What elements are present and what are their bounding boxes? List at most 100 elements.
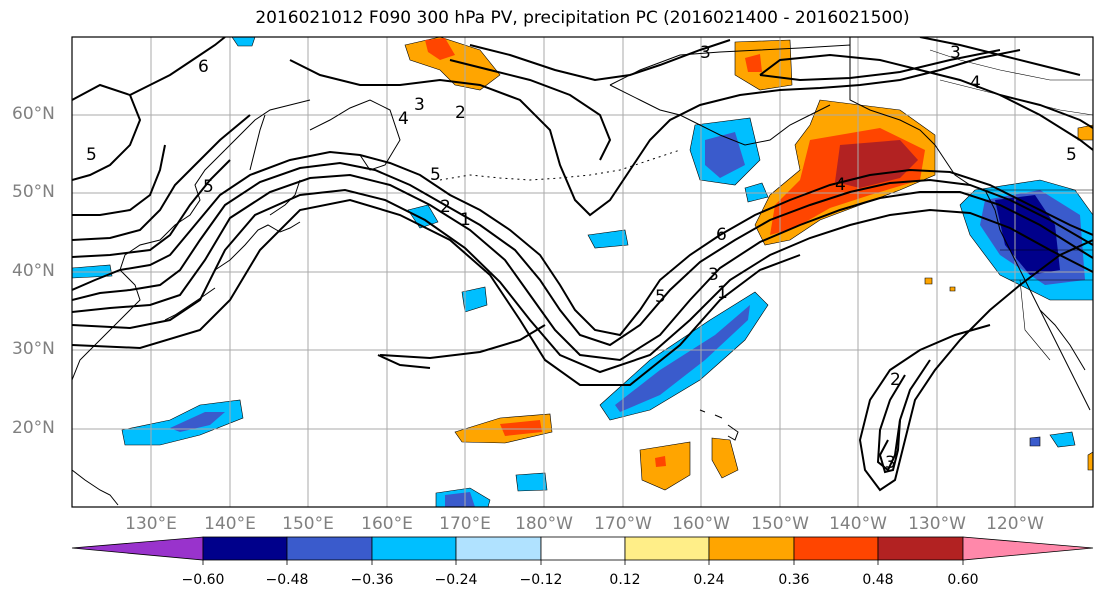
colorbar-segment [286, 536, 373, 561]
contour-label: 3 [950, 43, 961, 63]
pv-contour [72, 144, 166, 216]
contour-label: 3 [700, 43, 711, 63]
colorbar-segment [202, 536, 288, 561]
precip-negative-area [705, 132, 745, 178]
contour-label: 4 [970, 73, 981, 93]
precip-positive-area [425, 38, 455, 60]
lon-label: 150°W [751, 514, 809, 534]
contour-label: 2 [440, 197, 451, 217]
pv-contours [72, 37, 1093, 492]
pv-contour [449, 59, 612, 161]
contour-label: 4 [835, 175, 846, 195]
contour-label: 1 [460, 210, 471, 230]
precip-negative-area [515, 472, 548, 492]
colorbar-lower-extension [71, 536, 204, 561]
precip-positive-area [655, 456, 666, 467]
precip-negative-area [461, 286, 488, 313]
contour-label: 6 [198, 57, 209, 77]
precip-positive-area [500, 420, 542, 436]
contour-label: 6 [716, 225, 727, 245]
precip-positive-area [835, 140, 918, 188]
pv-contour [377, 354, 431, 369]
colorbar-segment [540, 536, 626, 561]
lon-label: 160°W [672, 514, 730, 534]
colorbar-tick-label: 0.12 [609, 572, 641, 588]
contour-label: 5 [655, 287, 666, 307]
lon-label: 170°W [594, 514, 652, 534]
pv-contour [289, 49, 1021, 217]
pv-contour [72, 198, 801, 386]
pv-contour [999, 94, 1093, 129]
pv-contour [72, 114, 251, 241]
pv-contour [72, 173, 1093, 362]
lon-label: 180°W [515, 514, 573, 534]
contour-label: 5 [203, 177, 214, 197]
colorbar-tick-label: 0.60 [947, 572, 979, 588]
precip-negative-area [995, 195, 1060, 275]
contour-label: 4 [398, 109, 409, 129]
lon-label: 130°E [125, 514, 177, 534]
colorbar-tick-label: 0.36 [778, 572, 810, 588]
lon-label: 150°E [282, 514, 334, 534]
pv-contour [759, 49, 1001, 82]
lon-label: 130°W [908, 514, 966, 534]
colorbar-upper-extension [962, 536, 1094, 561]
colorbar-segment [793, 536, 879, 561]
contour-label: 2 [890, 370, 901, 390]
colorbar-tick-label: −0.48 [265, 572, 309, 588]
lon-label: 120°W [986, 514, 1044, 534]
precip-negative-area [445, 492, 475, 507]
contour-label: 5 [430, 165, 441, 185]
colorbar-tick-label: −0.60 [181, 572, 225, 588]
precip-positive-area [924, 277, 933, 285]
contour-label: 3 [885, 453, 896, 473]
precip-negative-area [170, 412, 225, 432]
map-title: 2016021012 F090 300 hPa PV, precipitatio… [255, 8, 910, 28]
precip-negative-area [231, 37, 256, 47]
lon-label: 170°E [439, 514, 491, 534]
colorbar-segment [371, 536, 457, 561]
contour-label: 1 [717, 283, 728, 303]
precip-negative-area [615, 305, 750, 412]
colorbar [71, 536, 1094, 565]
precip-positive-area [711, 437, 739, 479]
map-frame [71, 36, 1094, 508]
colorbar-segment [708, 536, 795, 561]
contour-label: 5 [1066, 145, 1077, 165]
lon-label: 140°W [829, 514, 887, 534]
lat-label: 20°N [12, 418, 55, 438]
precip-positive-area [1087, 451, 1093, 471]
colorbar-tick-label: −0.24 [434, 572, 478, 588]
colorbar-tick-label: 0.24 [693, 572, 725, 588]
pv-contour [129, 37, 226, 96]
precip-negative-area [1049, 431, 1076, 448]
colorbar-ticks [202, 560, 964, 565]
contour-label: 5 [86, 145, 97, 165]
pv-contour [72, 159, 231, 258]
contour-label: 3 [708, 265, 719, 285]
colorbar-tick-label: −0.36 [350, 572, 394, 588]
pv-contour [72, 150, 1093, 337]
pv-contour [469, 39, 731, 82]
colorbar-tick-label: 0.48 [862, 572, 894, 588]
colorbar-tick-label: −0.12 [519, 572, 563, 588]
colorbar-segment [455, 536, 542, 561]
pv-contour [72, 188, 1093, 374]
pv-contour [72, 161, 1093, 347]
contour-label: 3 [414, 95, 425, 115]
precip-negative-area [1029, 436, 1041, 447]
lon-label: 140°E [204, 514, 256, 534]
pv-contour-labels: 6 5 5 5 4 3 2 2 1 6 3 1 5 2 3 4 4 3 5 3 [86, 43, 1077, 473]
contour-label: 2 [455, 103, 466, 123]
pv-contour [919, 37, 1081, 76]
pv-contour [759, 53, 1093, 151]
colorbar-segment [877, 536, 964, 561]
lat-label: 50°N [12, 182, 55, 202]
precip-negative-area [587, 229, 629, 249]
lat-label: 60°N [12, 104, 55, 124]
pv-contour [878, 419, 901, 474]
pv-contour [876, 359, 931, 472]
lat-label: 30°N [12, 339, 55, 359]
pv-contour [72, 83, 142, 181]
